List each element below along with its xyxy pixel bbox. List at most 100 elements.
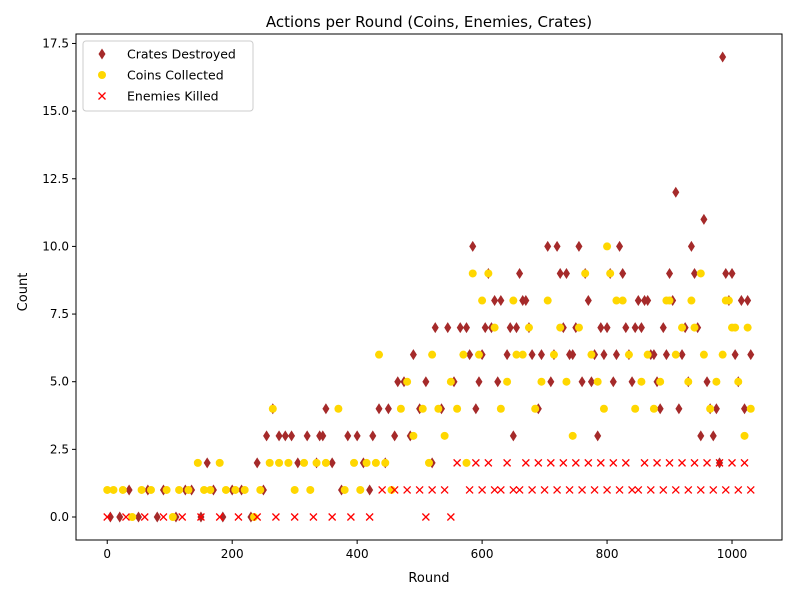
- data-point: [734, 485, 743, 494]
- data-point: [696, 485, 705, 494]
- data-point: [453, 458, 462, 467]
- data-point: [475, 376, 483, 388]
- data-point: [271, 513, 280, 521]
- y-tick-label: 2.5: [50, 442, 69, 456]
- data-point: [146, 485, 155, 494]
- data-point: [512, 350, 521, 359]
- data-point: [481, 322, 489, 334]
- data-point: [703, 458, 711, 467]
- data-point: [403, 485, 412, 494]
- y-tick-label: 12.5: [42, 172, 69, 186]
- data-point: [116, 511, 124, 523]
- data-point: [184, 485, 193, 494]
- data-point: [612, 296, 621, 305]
- data-point: [378, 485, 387, 494]
- data-point: [671, 485, 680, 494]
- data-point: [562, 267, 570, 279]
- data-point: [159, 513, 168, 521]
- data-point: [553, 485, 562, 494]
- data-point: [628, 376, 636, 388]
- data-point: [353, 430, 361, 442]
- data-point: [696, 269, 705, 278]
- data-point: [740, 458, 749, 467]
- data-point: [440, 431, 449, 440]
- data-point: [712, 403, 720, 415]
- x-tick-label: 800: [596, 547, 619, 561]
- data-point: [153, 511, 161, 523]
- data-point: [466, 349, 474, 361]
- data-point: [428, 350, 437, 359]
- data-point: [644, 295, 652, 307]
- data-point: [666, 267, 674, 279]
- data-point: [650, 349, 658, 361]
- data-point: [328, 513, 337, 521]
- data-point: [394, 376, 402, 388]
- plot-area: [103, 51, 755, 523]
- chart-title: Actions per Round (Coins, Enemies, Crate…: [266, 13, 592, 31]
- data-point: [446, 377, 455, 386]
- data-point: [618, 296, 627, 305]
- data-point: [390, 485, 399, 494]
- data-point: [356, 485, 365, 494]
- data-point: [503, 377, 512, 386]
- data-point: [125, 484, 133, 496]
- data-point: [697, 430, 705, 442]
- data-point: [344, 430, 352, 442]
- data-point: [175, 485, 184, 494]
- data-point: [503, 349, 511, 361]
- y-tick-label: 10.0: [42, 239, 69, 253]
- data-point: [240, 485, 249, 494]
- data-point: [578, 376, 586, 388]
- data-point: [699, 350, 708, 359]
- data-point: [496, 404, 505, 413]
- data-point: [434, 404, 443, 413]
- data-point: [346, 513, 355, 521]
- data-point: [746, 404, 755, 413]
- data-point: [569, 349, 577, 361]
- data-point: [578, 485, 587, 494]
- data-point: [556, 267, 564, 279]
- data-point: [721, 485, 730, 494]
- data-point: [421, 513, 430, 521]
- data-point: [603, 322, 611, 334]
- data-point: [731, 323, 740, 332]
- data-point: [574, 323, 583, 332]
- data-point: [381, 458, 390, 467]
- data-point: [741, 403, 749, 415]
- data-point: [562, 377, 571, 386]
- data-point: [366, 484, 374, 496]
- data-point: [581, 269, 590, 278]
- data-point: [484, 269, 493, 278]
- data-point: [340, 485, 349, 494]
- data-point: [484, 458, 493, 467]
- data-point: [734, 377, 743, 386]
- data-point: [606, 269, 615, 278]
- y-tick-label: 5.0: [50, 375, 69, 389]
- data-point: [162, 485, 171, 494]
- data-point: [140, 513, 149, 521]
- data-point: [593, 377, 602, 386]
- data-point: [665, 296, 674, 305]
- data-point: [690, 458, 699, 467]
- data-point: [206, 485, 215, 494]
- data-point: [453, 404, 462, 413]
- data-point: [440, 485, 449, 494]
- data-point: [253, 457, 261, 469]
- data-point: [509, 296, 518, 305]
- data-point: [649, 404, 658, 413]
- data-point: [556, 323, 565, 332]
- data-point: [300, 458, 309, 467]
- data-point: [612, 349, 620, 361]
- data-point: [646, 485, 655, 494]
- data-point: [678, 323, 687, 332]
- data-point: [478, 485, 487, 494]
- data-point: [294, 457, 302, 469]
- data-point: [656, 403, 664, 415]
- data-point: [594, 430, 602, 442]
- data-point: [503, 458, 512, 467]
- data-point: [728, 267, 736, 279]
- data-point: [109, 485, 118, 494]
- data-point: [687, 296, 696, 305]
- data-point: [624, 350, 633, 359]
- data-point: [631, 322, 639, 334]
